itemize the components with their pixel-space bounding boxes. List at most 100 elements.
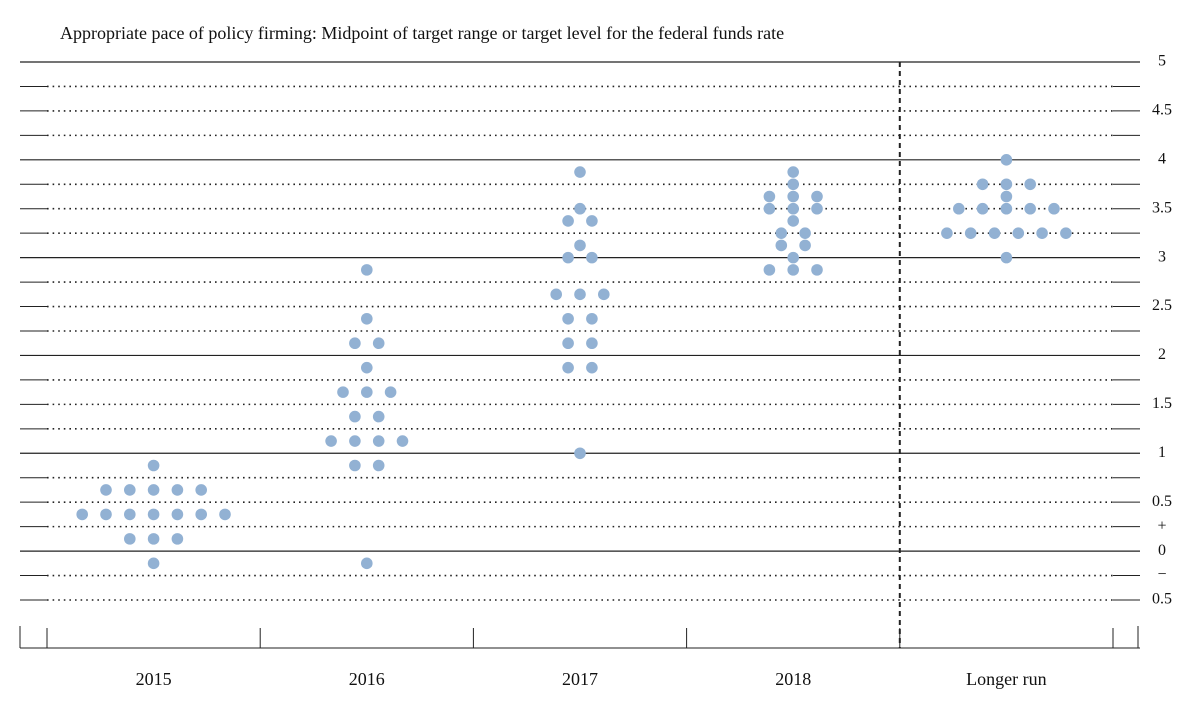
dot: [586, 312, 598, 325]
dot: [124, 533, 136, 545]
dot: [763, 202, 776, 215]
axis: 5 4.5 4 3.5 3 2.5 2 1.5 1 0.5 +0 − 0.5 2015 2016 2017 20…: [19, 53, 1172, 689]
dot: [124, 508, 136, 521]
dot: [372, 435, 385, 447]
dot: [325, 435, 337, 447]
dot: [1000, 202, 1013, 215]
dot: [147, 533, 160, 545]
dot: [586, 215, 598, 227]
dot: [811, 264, 823, 276]
dot: [787, 190, 799, 203]
y-tick-label: 3.5: [1152, 199, 1172, 216]
y-tick-label: 0.5: [1152, 591, 1172, 608]
dot: [171, 533, 184, 545]
dot: [171, 508, 184, 521]
dot: [1000, 154, 1013, 166]
dot: [787, 251, 799, 264]
dot: [1036, 227, 1048, 239]
grid: [20, 61, 1140, 601]
dot: [349, 459, 361, 472]
x-tick-label: 2015: [136, 669, 172, 689]
dot: [195, 484, 207, 496]
dot: [787, 178, 799, 191]
y-tick-label: +: [1157, 517, 1166, 534]
dot: [586, 337, 598, 350]
dot: [562, 361, 574, 374]
dot: [976, 178, 989, 191]
dot: [811, 202, 823, 215]
dot: [372, 459, 385, 472]
y-tick-label: 5: [1158, 53, 1166, 70]
dot: [1024, 202, 1036, 215]
dot: [799, 239, 811, 252]
dot: [147, 557, 160, 570]
dot: [574, 166, 586, 178]
x-tick-label: 2018: [775, 669, 811, 689]
y-tick-label: 1.5: [1152, 395, 1172, 412]
x-tick-label: Longer run: [966, 669, 1046, 689]
dot: [586, 251, 598, 264]
chart-title: Appropriate pace of policy firming: Midp…: [60, 23, 784, 43]
y-tick-label: 0: [1158, 542, 1166, 559]
dot: [219, 508, 231, 521]
dot: [147, 508, 160, 521]
dot: [337, 386, 349, 398]
dot: [562, 312, 574, 325]
dot: [124, 484, 136, 496]
dot: [964, 227, 977, 239]
dot: [787, 202, 799, 215]
dot: [349, 410, 361, 423]
dot: [1000, 251, 1013, 264]
dot: [384, 386, 397, 398]
dot: [349, 337, 361, 350]
dot: [775, 239, 788, 252]
dot: [598, 288, 610, 301]
dot: [396, 435, 409, 447]
dot: [988, 227, 1001, 239]
dot: [574, 239, 586, 252]
y-tick-label: 2: [1158, 346, 1166, 363]
y-tick-label: −: [1157, 566, 1166, 583]
dot: [574, 202, 586, 215]
dot: [372, 410, 385, 423]
y-tick-label: 0.5: [1152, 493, 1172, 510]
dot: [195, 508, 207, 521]
dot: [361, 386, 373, 398]
dot: [941, 227, 953, 239]
dot: [361, 361, 373, 374]
x-tick-label: 2016: [349, 669, 385, 689]
dot: [775, 227, 788, 239]
dot: [1048, 202, 1060, 215]
dot: [1000, 178, 1013, 191]
dot: [787, 215, 799, 227]
dot: [787, 166, 799, 178]
dot: [171, 484, 184, 496]
dot: [1024, 178, 1036, 191]
dot: [76, 508, 88, 521]
dot: [574, 288, 586, 301]
dot: [147, 459, 160, 472]
dot: [953, 202, 965, 215]
dot: [574, 447, 586, 460]
y-tick-label: 3: [1158, 248, 1166, 265]
dot: [1012, 227, 1025, 239]
dot: [361, 264, 373, 276]
dot: [361, 557, 373, 570]
dot: [763, 264, 776, 276]
dot: [1000, 190, 1013, 203]
x-tick-label: 2017: [562, 669, 598, 689]
dot: [100, 484, 112, 496]
dot: [100, 508, 112, 521]
dot: [147, 484, 160, 496]
y-tick-label: 4: [1158, 150, 1166, 167]
dot: [562, 251, 574, 264]
dot: [763, 190, 776, 203]
dot: [562, 337, 574, 350]
dot: [1060, 227, 1072, 239]
y-tick-label: 4.5: [1152, 102, 1172, 119]
dot: [361, 312, 373, 325]
dot: [811, 190, 823, 203]
dot: [799, 227, 811, 239]
dot: [586, 361, 598, 374]
dot: [562, 215, 574, 227]
